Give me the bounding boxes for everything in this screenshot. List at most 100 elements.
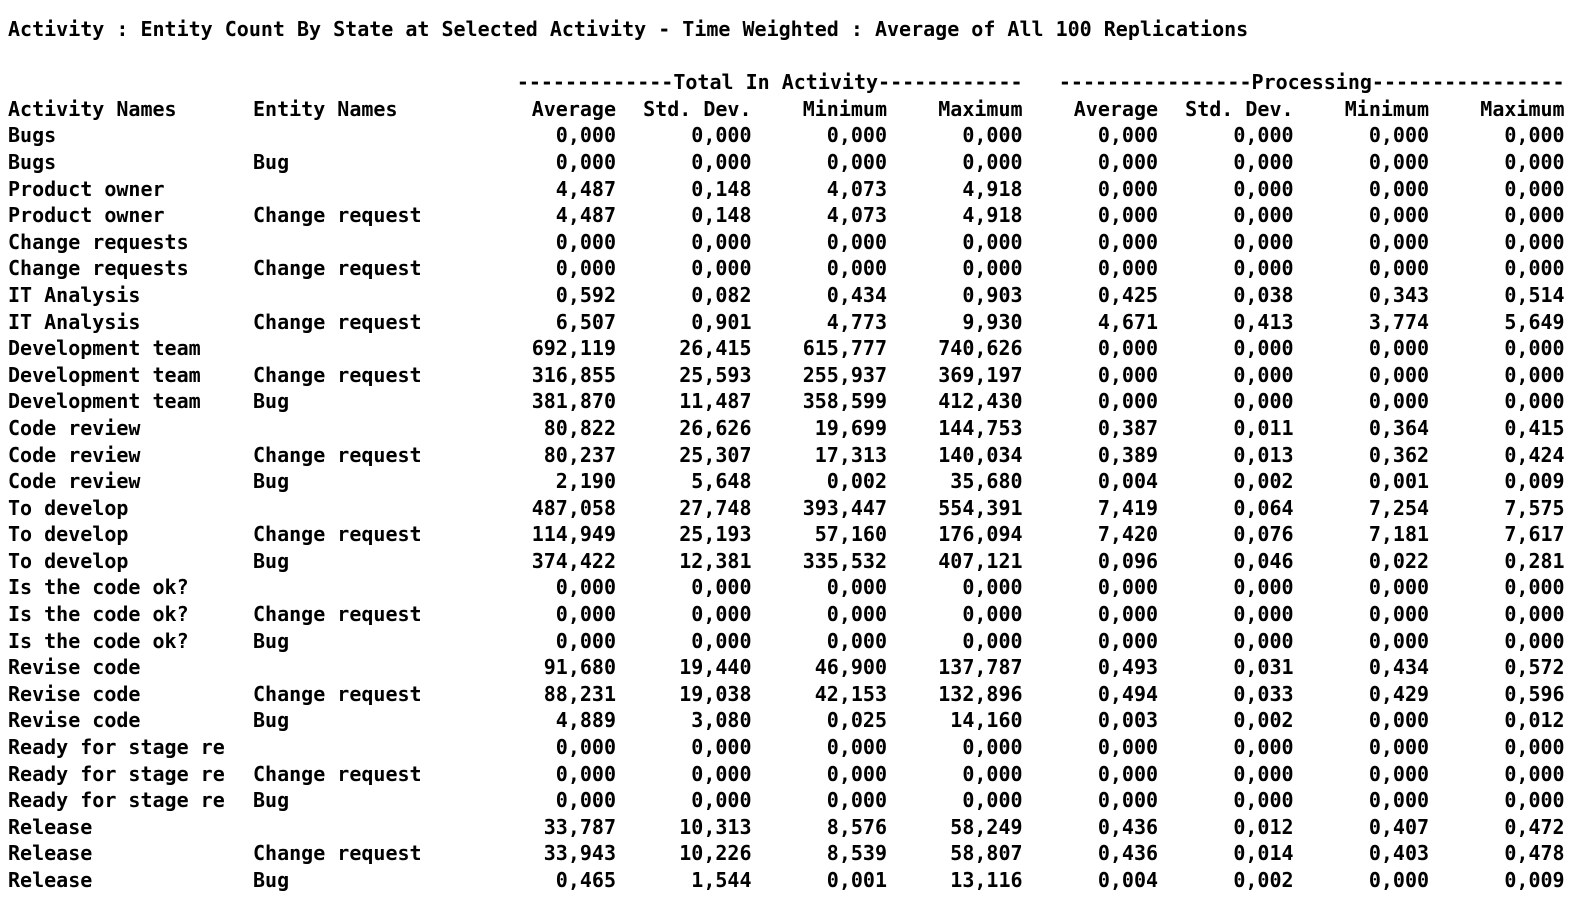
total-maximum-cell: 0,000 — [962, 788, 1023, 813]
total-maximum-cell: 58,807 — [950, 841, 1023, 866]
activity-name-cell: Development team — [8, 389, 201, 414]
processing-maximum-cell: 0,000 — [1504, 362, 1565, 387]
entity-name-cell: Bug — [253, 708, 290, 733]
total-maximum-cell: 4,918 — [962, 203, 1023, 228]
group-header-processing: ----------------Processing--------------… — [1058, 70, 1565, 95]
processing-average-cell: 0,000 — [1097, 761, 1159, 786]
table-row: Code review Bug 2,190 5,648 0,002 35,680 0,004… — [8, 468, 1565, 495]
processing-maximum-cell: 0,000 — [1504, 149, 1565, 174]
total-minimum-cell: 0,025 — [826, 708, 887, 733]
processing-average-cell: 0,000 — [1097, 602, 1159, 627]
processing-average-cell: 0,389 — [1097, 442, 1159, 467]
total-minimum-cell: 19,699 — [814, 415, 887, 440]
total-std-dev-cell: 5,648 — [691, 469, 752, 494]
total-maximum-cell: 554,391 — [938, 495, 1023, 520]
processing-average-cell: 0,000 — [1097, 203, 1159, 228]
activity-name-cell: Ready for stage re — [8, 761, 225, 786]
total-std-dev-cell: 1,544 — [691, 868, 752, 892]
total-maximum-cell: 144,753 — [938, 415, 1023, 440]
processing-std-dev-cell: 0,076 — [1233, 522, 1294, 547]
total-maximum-cell: 140,034 — [938, 442, 1023, 467]
processing-average-cell: 0,000 — [1097, 362, 1159, 387]
table-row: Release Bug 0,465 1,544 0,001 13,116 0,004 0,00… — [8, 867, 1565, 894]
table-row: Ready for stage re 0,000 0,000 0,000 0,000 0,… — [8, 734, 1565, 761]
processing-minimum-cell: 0,000 — [1368, 123, 1430, 148]
total-minimum-cell: 4,073 — [826, 176, 887, 201]
processing-minimum-cell: 0,434 — [1368, 655, 1430, 680]
processing-average-cell: 0,387 — [1097, 415, 1159, 440]
total-average-cell: 316,855 — [531, 362, 616, 387]
total-maximum-cell: 0,000 — [962, 256, 1023, 281]
processing-minimum-cell: 0,000 — [1368, 176, 1430, 201]
processing-average-cell: 0,000 — [1097, 575, 1159, 600]
processing-minimum-cell: 7,254 — [1368, 495, 1430, 520]
activity-name-cell: Revise code — [8, 655, 141, 680]
table-row: Release 33,787 10,313 8,576 58,249 0,436 0,012… — [8, 814, 1565, 841]
activity-name-cell: To develop — [8, 548, 129, 573]
entity-name-cell: Bug — [253, 868, 290, 892]
total-std-dev-cell: 10,226 — [679, 841, 752, 866]
processing-average-cell: 7,420 — [1097, 522, 1159, 547]
total-average-cell: 91,680 — [543, 655, 616, 680]
total-maximum-cell: 4,918 — [962, 176, 1023, 201]
processing-average-cell: 4,671 — [1097, 309, 1159, 334]
activity-name-cell: IT Analysis — [8, 282, 141, 307]
processing-maximum-cell: 0,281 — [1504, 548, 1565, 573]
total-average-cell: 0,000 — [555, 735, 616, 760]
total-average-cell: 4,889 — [555, 708, 616, 733]
total-average-cell: 0,000 — [555, 628, 616, 653]
entity-name-cell — [253, 122, 440, 149]
entity-name-cell: Change request — [253, 256, 422, 281]
total-std-dev-cell: 0,901 — [691, 309, 752, 334]
activity-name-cell: Product owner — [8, 203, 165, 228]
total-maximum-cell: 0,903 — [962, 282, 1023, 307]
processing-minimum-cell: 0,000 — [1368, 203, 1430, 228]
total-std-dev-cell: 25,307 — [679, 442, 752, 467]
processing-std-dev-cell: 0,038 — [1233, 282, 1294, 307]
processing-maximum-cell: 0,572 — [1504, 655, 1565, 680]
processing-minimum-cell: 0,000 — [1368, 735, 1430, 760]
total-maximum-cell: 132,896 — [938, 681, 1023, 706]
total-average-cell: 0,000 — [555, 123, 616, 148]
entity-name-cell: Change request — [253, 522, 422, 547]
total-std-dev-cell: 0,000 — [691, 602, 752, 627]
processing-std-dev-cell: 0,046 — [1233, 548, 1294, 573]
entity-name-cell: Bug — [253, 149, 290, 174]
total-std-dev-cell: 0,000 — [691, 149, 752, 174]
total-std-dev-cell: 0,148 — [691, 176, 752, 201]
table-row: Change requests 0,000 0,000 0,000 0,000 0,000… — [8, 229, 1565, 256]
processing-minimum-cell: 0,362 — [1368, 442, 1430, 467]
processing-std-dev-cell: 0,000 — [1233, 336, 1294, 361]
activity-name-cell: Product owner — [8, 176, 165, 201]
total-minimum-cell: 8,539 — [826, 841, 887, 866]
total-average-cell: 0,000 — [555, 256, 616, 281]
processing-std-dev-cell: 0,000 — [1233, 256, 1294, 281]
total-maximum-cell: 0,000 — [962, 229, 1023, 254]
entity-name-cell: Change request — [253, 309, 422, 334]
total-average-cell: 381,870 — [531, 389, 616, 414]
total-std-dev-cell: 19,440 — [679, 655, 752, 680]
table-row: Ready for stage re Bug 0,000 0,000 0,000 0,00… — [8, 787, 1565, 814]
total-minimum-cell: 0,000 — [826, 229, 887, 254]
total-std-dev-cell: 0,000 — [691, 256, 752, 281]
total-average-cell: 0,000 — [555, 229, 616, 254]
processing-maximum-cell: 0,472 — [1504, 814, 1565, 839]
processing-std-dev-cell: 0,002 — [1233, 469, 1294, 494]
column-header-processing-average: Average — [1073, 96, 1159, 121]
table-row: Release Change request 33,943 10,226 8,539 58… — [8, 840, 1565, 867]
total-minimum-cell: 335,532 — [802, 548, 887, 573]
processing-average-cell: 0,493 — [1097, 655, 1159, 680]
table-row: Ready for stage re Change request 0,000 0,0… — [8, 761, 1565, 788]
table-row: To develop Change request 114,949 25,193 57,… — [8, 521, 1565, 548]
processing-std-dev-cell: 0,012 — [1233, 814, 1294, 839]
processing-average-cell: 0,003 — [1097, 708, 1159, 733]
processing-average-cell: 7,419 — [1097, 495, 1159, 520]
processing-average-cell: 0,000 — [1097, 256, 1159, 281]
total-average-cell: 114,949 — [531, 522, 616, 547]
entity-name-cell — [253, 335, 440, 362]
entity-name-cell — [253, 415, 440, 442]
processing-std-dev-cell: 0,011 — [1233, 415, 1294, 440]
processing-maximum-cell: 7,575 — [1504, 495, 1565, 520]
column-header-entity-names: Entity Names — [253, 96, 398, 121]
processing-maximum-cell: 0,012 — [1504, 708, 1565, 733]
